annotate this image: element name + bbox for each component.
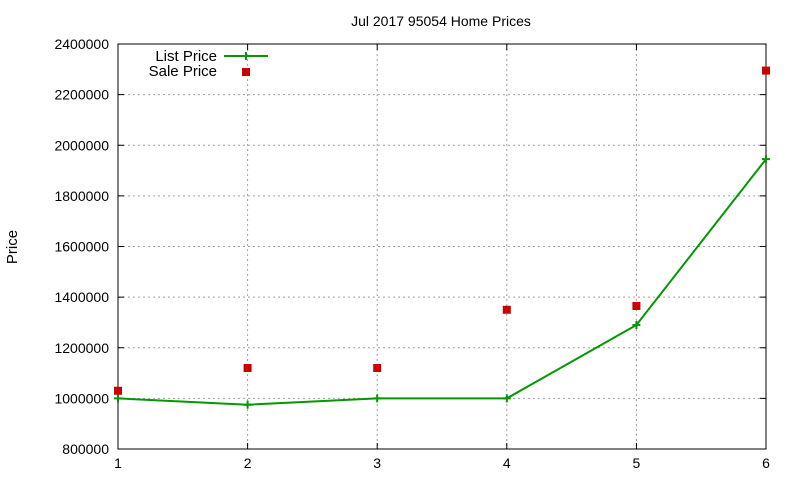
legend-marker-sale-price — [242, 68, 250, 76]
legend-marker-list-price — [242, 52, 250, 60]
y-tick-label: 1200000 — [54, 340, 109, 356]
legend: List Price Sale Price — [149, 48, 268, 80]
x-tick-label: 5 — [633, 455, 641, 471]
y-tick-label: 800000 — [62, 441, 109, 457]
y-tick-label: 2000000 — [54, 137, 109, 153]
list-price-point — [243, 400, 252, 409]
x-tick-label: 3 — [373, 455, 381, 471]
x-tick-label: 4 — [503, 455, 511, 471]
grid-layer — [117, 43, 767, 450]
y-tick-labels: 800000 1000000 1200000 1400000 1600000 180000… — [54, 36, 109, 457]
list-price-point — [632, 320, 641, 329]
y-tick-label: 1400000 — [54, 289, 109, 305]
legend-label-sale-price: Sale Price — [149, 63, 217, 80]
legend-label-list-price: List Price — [155, 48, 217, 65]
sale-price-point — [502, 305, 511, 314]
list-price-point — [114, 394, 122, 403]
plot-frame — [117, 43, 767, 450]
list-price-point — [373, 394, 382, 403]
sale-price-point — [114, 386, 122, 395]
y-tick-label: 1800000 — [54, 188, 109, 204]
sale-price-point — [373, 364, 382, 372]
list-price-point — [762, 155, 770, 164]
y-tick-label: 1600000 — [54, 239, 109, 255]
y-tick-label: 2200000 — [54, 87, 109, 103]
x-tick-label: 6 — [762, 455, 770, 471]
sale-price-point — [762, 66, 770, 75]
x-tick-label: 1 — [114, 455, 122, 471]
sale-price-point — [632, 301, 641, 310]
x-tick-labels: 1 2 3 4 5 6 — [114, 455, 770, 471]
x-tick-label: 2 — [244, 455, 252, 471]
y-axis-label: Price — [4, 230, 21, 264]
y-tick-label: 1000000 — [54, 390, 109, 406]
chart-title: Jul 2017 95054 Home Prices — [351, 13, 531, 29]
y-tick-label: 2400000 — [54, 36, 109, 52]
list-price-point — [502, 394, 511, 403]
sale-price-point — [243, 364, 252, 372]
series-layer — [114, 66, 770, 409]
list-price-line — [117, 158, 767, 406]
